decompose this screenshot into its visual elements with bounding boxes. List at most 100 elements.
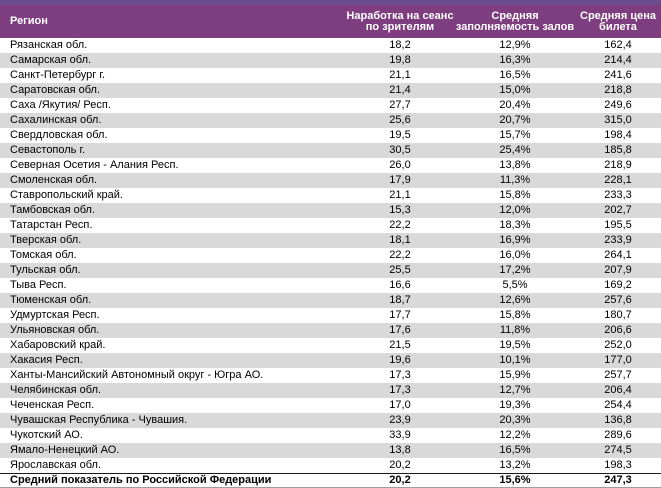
- price-cell: 207,9: [604, 264, 632, 276]
- table-row: Саратовская обл. 21,4 15,0% 218,8: [0, 83, 661, 98]
- occupancy-cell: 20,3%: [499, 414, 531, 426]
- summary-price-cell: 247,3: [604, 474, 632, 486]
- sessions-cell: 20,2: [389, 459, 411, 471]
- summary-label-cell: Средний показатель по Российской Федерац…: [10, 474, 272, 486]
- sessions-cell: 23,9: [389, 414, 411, 426]
- table-row: Тюменская обл. 18,7 12,6% 257,6: [0, 293, 661, 308]
- occupancy-cell: 15,8%: [499, 189, 531, 201]
- price-cell: 162,4: [604, 39, 632, 51]
- region-cell: Ярославская обл.: [10, 459, 102, 471]
- table-row: Татарстан Респ. 22,2 18,3% 195,5: [0, 218, 661, 233]
- price-cell: 249,6: [604, 99, 632, 111]
- sessions-cell: 21,4: [389, 84, 411, 96]
- sessions-cell: 21,1: [389, 69, 411, 81]
- occupancy-cell: 13,2%: [499, 459, 531, 471]
- price-cell: 257,7: [604, 369, 632, 381]
- table-row: Рязанская обл. 18,2 12,9% 162,4: [0, 38, 661, 53]
- header-top-strip: [0, 0, 661, 5]
- table-row: Ханты-Мансийский Автономный округ - Югра…: [0, 368, 661, 383]
- summary-row: Средний показатель по Российской Федерац…: [0, 473, 661, 488]
- price-cell: 264,1: [604, 249, 632, 261]
- table-row: Тамбовская обл. 15,3 12,0% 202,7: [0, 203, 661, 218]
- occupancy-cell: 5,5%: [502, 279, 528, 291]
- price-cell: 274,5: [604, 444, 632, 456]
- region-cell: Татарстан Респ.: [10, 219, 93, 231]
- table-row: Саха /Якутия/ Респ. 27,7 20,4% 249,6: [0, 98, 661, 113]
- region-cell: Чукотский АО.: [10, 429, 83, 441]
- sessions-cell: 17,7: [389, 309, 411, 321]
- summary-sessions-cell: 20,2: [389, 474, 411, 486]
- occupancy-cell: 16,9%: [499, 234, 531, 246]
- region-cell: Ульяновская обл.: [10, 324, 100, 336]
- region-cell: Тыва Респ.: [10, 279, 67, 291]
- region-cell: Хабаровский край.: [10, 339, 106, 351]
- price-cell: 206,4: [604, 384, 632, 396]
- occupancy-cell: 10,1%: [499, 354, 531, 366]
- sessions-cell: 25,5: [389, 264, 411, 276]
- price-cell: 206,6: [604, 324, 632, 336]
- region-cell: Севастополь г.: [10, 144, 86, 156]
- occupancy-cell: 12,2%: [499, 429, 531, 441]
- table-row: Хабаровский край. 21,5 19,5% 252,0: [0, 338, 661, 353]
- price-cell: 169,2: [604, 279, 632, 291]
- region-cell: Томская обл.: [10, 249, 77, 261]
- price-cell: 218,8: [604, 84, 632, 96]
- sessions-cell: 21,1: [389, 189, 411, 201]
- occupancy-cell: 20,4%: [499, 99, 531, 111]
- occupancy-cell: 17,2%: [499, 264, 531, 276]
- price-cell: 252,0: [604, 339, 632, 351]
- table-row: Севастополь г. 30,5 25,4% 185,8: [0, 143, 661, 158]
- sessions-cell: 17,9: [389, 174, 411, 186]
- occupancy-cell: 16,5%: [499, 69, 531, 81]
- sessions-cell: 15,3: [389, 204, 411, 216]
- column-header-price: Средняя цена билета: [580, 9, 656, 33]
- region-cell: Тамбовская обл.: [10, 204, 96, 216]
- sessions-cell: 30,5: [389, 144, 411, 156]
- region-cell: Саратовская обл.: [10, 84, 101, 96]
- sessions-cell: 19,5: [389, 129, 411, 141]
- table-row: Чеченская Респ. 17,0 19,3% 254,4: [0, 398, 661, 413]
- sessions-cell: 17,6: [389, 324, 411, 336]
- sessions-cell: 17,3: [389, 369, 411, 381]
- column-header-occupancy: Средняя заполняемость залов: [455, 9, 575, 33]
- table-row: Тульская обл. 25,5 17,2% 207,9: [0, 263, 661, 278]
- occupancy-cell: 12,7%: [499, 384, 531, 396]
- table-row: Северная Осетия - Алания Респ. 26,0 13,8…: [0, 158, 661, 173]
- price-cell: 289,6: [604, 429, 632, 441]
- occupancy-cell: 25,4%: [499, 144, 531, 156]
- region-cell: Тверская обл.: [10, 234, 82, 246]
- region-cell: Тюменская обл.: [10, 294, 92, 306]
- price-cell: 185,8: [604, 144, 632, 156]
- price-cell: 257,6: [604, 294, 632, 306]
- occupancy-cell: 13,8%: [499, 159, 531, 171]
- price-cell: 177,0: [604, 354, 632, 366]
- region-cell: Сахалинская обл.: [10, 114, 102, 126]
- region-cell: Тульская обл.: [10, 264, 81, 276]
- occupancy-cell: 19,3%: [499, 399, 531, 411]
- price-cell: 198,3: [604, 459, 632, 471]
- price-cell: 198,4: [604, 129, 632, 141]
- region-cell: Челябинская обл.: [10, 384, 102, 396]
- sessions-cell: 18,1: [389, 234, 411, 246]
- region-cell: Хакасия Респ.: [10, 354, 83, 366]
- sessions-cell: 18,2: [389, 39, 411, 51]
- sessions-cell: 16,6: [389, 279, 411, 291]
- table-row: Ямало-Ненецкий АО. 13,8 16,5% 274,5: [0, 443, 661, 458]
- region-cell: Свердловская обл.: [10, 129, 108, 141]
- sessions-cell: 22,2: [389, 219, 411, 231]
- region-cell: Чувашская Республика - Чувашия.: [10, 414, 188, 426]
- occupancy-cell: 12,9%: [499, 39, 531, 51]
- occupancy-cell: 12,0%: [499, 204, 531, 216]
- table-row: Ставропольский край. 21,1 15,8% 233,3: [0, 188, 661, 203]
- region-cell: Смоленская обл.: [10, 174, 98, 186]
- region-cell: Северная Осетия - Алания Респ.: [10, 159, 179, 171]
- occupancy-cell: 16,3%: [499, 54, 531, 66]
- summary-occupancy-cell: 15,6%: [499, 474, 531, 486]
- price-cell: 214,4: [604, 54, 632, 66]
- table-row: Самарская обл. 19,8 16,3% 214,4: [0, 53, 661, 68]
- sessions-cell: 26,0: [389, 159, 411, 171]
- occupancy-cell: 15,9%: [499, 369, 531, 381]
- sessions-cell: 25,6: [389, 114, 411, 126]
- region-cell: Рязанская обл.: [10, 39, 88, 51]
- price-cell: 202,7: [604, 204, 632, 216]
